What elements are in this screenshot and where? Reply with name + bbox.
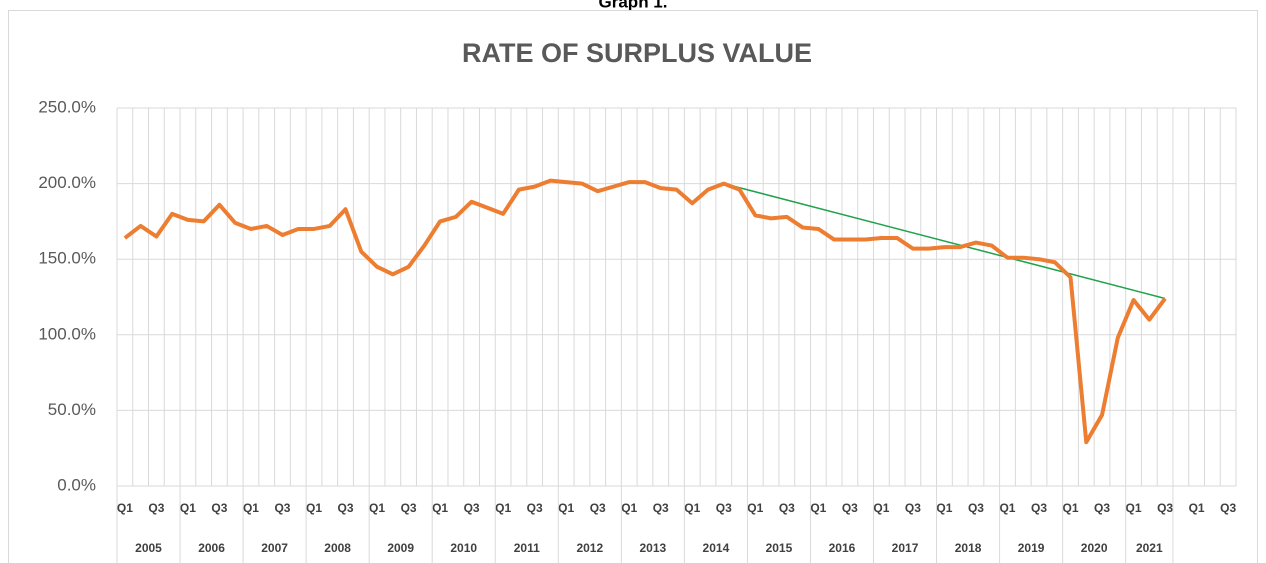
x-tick-label: Q3 xyxy=(148,501,164,515)
x-group-label: 2013 xyxy=(640,541,667,555)
x-tick-label: Q1 xyxy=(1126,501,1142,515)
x-tick-label: Q1 xyxy=(495,501,511,515)
x-group-label: 2015 xyxy=(766,541,793,555)
x-tick-label: Q3 xyxy=(274,501,290,515)
x-tick-label: Q1 xyxy=(1189,501,1205,515)
x-group-label: 2009 xyxy=(387,541,414,555)
x-tick-label: Q3 xyxy=(1094,501,1110,515)
x-tick-label: Q3 xyxy=(1157,501,1173,515)
x-group-label: 2008 xyxy=(324,541,351,555)
x-group-label: 2020 xyxy=(1081,541,1108,555)
x-group-label: 2017 xyxy=(892,541,919,555)
x-tick-label: Q3 xyxy=(464,501,480,515)
x-tick-label: Q1 xyxy=(306,501,322,515)
x-tick-label: Q3 xyxy=(211,501,227,515)
data-line xyxy=(123,178,1167,445)
x-group-label: 2007 xyxy=(261,541,288,555)
x-tick-label: Q3 xyxy=(1031,501,1047,515)
x-group-label: 2011 xyxy=(514,541,540,555)
x-group-label: 2014 xyxy=(703,541,730,555)
x-tick-label: Q3 xyxy=(653,501,669,515)
y-tick-label: 50.0% xyxy=(48,400,96,419)
x-tick-label: Q3 xyxy=(527,501,543,515)
x-tick-label: Q1 xyxy=(810,501,826,515)
x-tick-label: Q1 xyxy=(180,501,196,515)
chart-border xyxy=(8,10,1258,563)
chart-title: RATE OF SURPLUS VALUE xyxy=(462,38,812,68)
x-group-label: 2006 xyxy=(198,541,225,555)
x-tick-label: Q3 xyxy=(401,501,417,515)
x-tick-label: Q3 xyxy=(716,501,732,515)
y-tick-label: 200.0% xyxy=(38,173,96,192)
x-group-label: 2005 xyxy=(135,541,162,555)
x-group-label: 2018 xyxy=(955,541,982,555)
x-tick-label: Q1 xyxy=(243,501,259,515)
x-tick-label: Q1 xyxy=(1063,501,1079,515)
x-group-label: 2010 xyxy=(450,541,477,555)
x-tick-label: Q3 xyxy=(338,501,354,515)
x-tick-label: Q3 xyxy=(779,501,795,515)
x-tick-label: Q3 xyxy=(590,501,606,515)
x-tick-label: Q1 xyxy=(873,501,889,515)
y-tick-label: 100.0% xyxy=(38,324,96,343)
x-tick-label: Q1 xyxy=(558,501,574,515)
y-tick-label: 150.0% xyxy=(38,249,96,268)
x-tick-label: Q3 xyxy=(968,501,984,515)
trendline xyxy=(723,182,1166,300)
x-tick-label: Q1 xyxy=(621,501,637,515)
x-tick-label: Q1 xyxy=(117,501,133,515)
x-tick-label: Q1 xyxy=(999,501,1015,515)
x-tick-label: Q1 xyxy=(369,501,385,515)
x-tick-label: Q3 xyxy=(1220,501,1236,515)
x-tick-label: Q3 xyxy=(842,501,858,515)
x-tick-label: Q1 xyxy=(747,501,763,515)
page-label: Graph 1. xyxy=(599,0,668,11)
x-tick-label: Q1 xyxy=(936,501,952,515)
x-group-label: 2021 xyxy=(1136,541,1163,555)
x-group-label: 2012 xyxy=(576,541,603,555)
x-group-label: 2019 xyxy=(1018,541,1045,555)
x-group-label: 2016 xyxy=(829,541,856,555)
x-tick-label: Q3 xyxy=(905,501,921,515)
x-tick-label: Q1 xyxy=(432,501,448,515)
y-tick-label: 0.0% xyxy=(57,475,96,494)
y-tick-label: 250.0% xyxy=(38,97,96,116)
x-tick-label: Q1 xyxy=(684,501,700,515)
